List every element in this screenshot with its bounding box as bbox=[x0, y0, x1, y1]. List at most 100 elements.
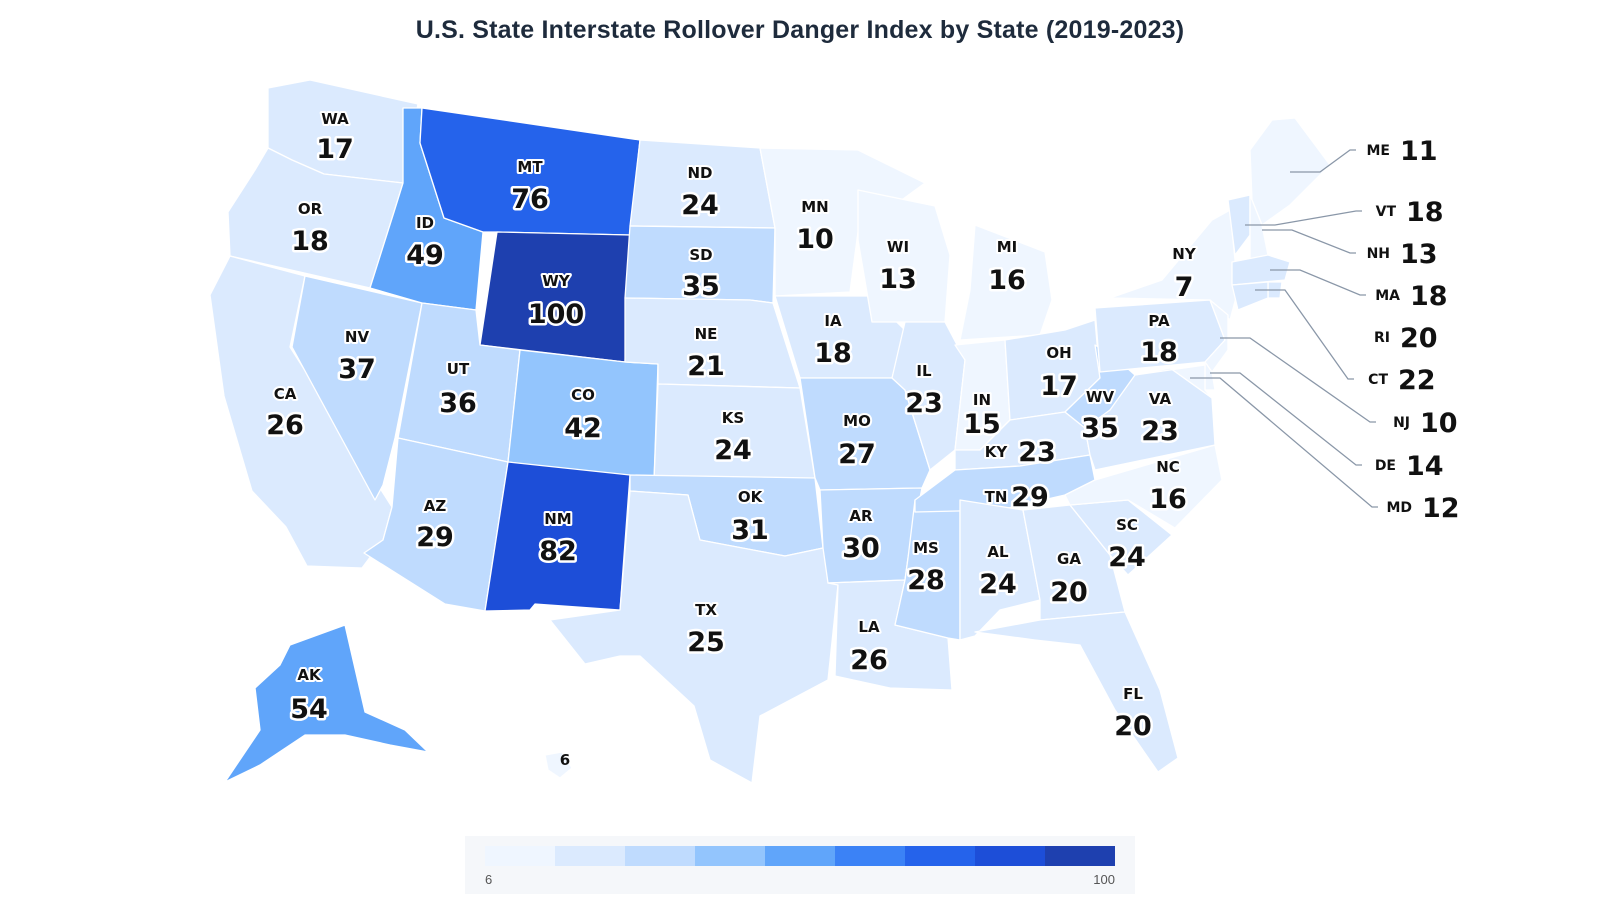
state-code-label-ny: NY bbox=[1172, 245, 1197, 263]
state-code-label-ok: OK bbox=[738, 488, 764, 506]
state-code-label-vt: VT bbox=[1376, 204, 1397, 220]
state-code-label-la: LA bbox=[858, 618, 880, 636]
state-shapes bbox=[209, 79, 1331, 784]
state-value-label-nd: 24 bbox=[681, 190, 719, 221]
state-code-label-nd: ND bbox=[687, 164, 712, 182]
state-mn[interactable] bbox=[759, 147, 926, 297]
state-code-label-sc: SC bbox=[1116, 516, 1138, 534]
leader-line-ct bbox=[1255, 289, 1354, 380]
state-value-label-mn: 10 bbox=[796, 224, 834, 255]
state-code-label-me: ME bbox=[1367, 143, 1391, 159]
state-code-label-mn: MN bbox=[801, 198, 828, 216]
state-ak[interactable] bbox=[224, 624, 429, 783]
state-fl[interactable] bbox=[974, 611, 1179, 773]
state-value-label-ca: 26 bbox=[266, 410, 304, 441]
state-nc[interactable] bbox=[1064, 444, 1223, 529]
state-code-label-al: AL bbox=[987, 543, 1009, 561]
state-code-label-fl: FL bbox=[1123, 685, 1143, 703]
legend-min-label: 6 bbox=[485, 872, 493, 887]
leader-line-ma bbox=[1270, 269, 1366, 296]
state-value-label-or: 18 bbox=[291, 226, 329, 257]
state-value-label-ne: 21 bbox=[687, 351, 725, 382]
color-legend: 6 100 bbox=[465, 836, 1135, 894]
state-value-label-de: 14 bbox=[1406, 451, 1444, 482]
state-value-label-mo: 27 bbox=[838, 439, 876, 470]
state-value-label-vt: 18 bbox=[1406, 197, 1444, 228]
state-code-label-az: AZ bbox=[424, 497, 447, 515]
state-value-label-sc: 24 bbox=[1108, 542, 1146, 573]
state-code-label-nm: NM bbox=[544, 510, 571, 528]
state-md[interactable] bbox=[1134, 364, 1213, 399]
state-code-label-ct: CT bbox=[1368, 372, 1388, 388]
state-value-label-ny: 7 bbox=[1175, 272, 1194, 303]
state-code-label-wy: WY bbox=[542, 272, 571, 290]
state-value-label-la: 26 bbox=[850, 645, 888, 676]
state-value-label-ut: 36 bbox=[439, 388, 477, 419]
legend-swatch-6 bbox=[835, 846, 905, 866]
state-code-label-ne: NE bbox=[695, 325, 718, 343]
state-value-label-in: 15 bbox=[963, 409, 1001, 440]
state-code-label-pa: PA bbox=[1148, 312, 1170, 330]
leader-line-me bbox=[1290, 149, 1356, 173]
state-value-label-ks: 24 bbox=[714, 435, 752, 466]
state-code-label-ms: MS bbox=[913, 539, 939, 557]
state-value-label-wa: 17 bbox=[316, 134, 354, 165]
state-value-label-az: 29 bbox=[416, 522, 454, 553]
state-code-label-wa: WA bbox=[321, 110, 349, 128]
state-code-label-id: ID bbox=[416, 214, 434, 232]
state-code-label-nv: NV bbox=[345, 328, 370, 346]
leader-line-nh bbox=[1262, 229, 1356, 254]
legend-swatch-5 bbox=[765, 846, 835, 866]
state-code-label-ri: RI bbox=[1374, 330, 1390, 346]
state-value-label-ms: 28 bbox=[907, 565, 945, 596]
state-value-label-mt: 76 bbox=[511, 184, 549, 215]
legend-swatch-8 bbox=[975, 846, 1045, 866]
state-code-label-mt: MT bbox=[517, 158, 543, 176]
state-value-label-ar: 30 bbox=[842, 533, 880, 564]
state-code-label-co: CO bbox=[571, 386, 595, 404]
state-labels: WA17OR18CA26NV37ID49MT76WY100UT36AZ29CO4… bbox=[264, 108, 1460, 769]
state-value-label-tn: 29 bbox=[1011, 482, 1049, 513]
state-code-label-tx: TX bbox=[695, 601, 717, 619]
state-code-label-ma: MA bbox=[1375, 288, 1400, 304]
state-value-label-ak: 54 bbox=[290, 694, 328, 725]
state-value-label-wv: 35 bbox=[1081, 413, 1119, 444]
state-code-label-ks: KS bbox=[722, 409, 744, 427]
state-value-label-nh: 13 bbox=[1400, 239, 1438, 270]
state-value-label-ma: 18 bbox=[1410, 281, 1448, 312]
state-code-label-or: OR bbox=[298, 200, 323, 218]
state-code-label-nc: NC bbox=[1156, 458, 1180, 476]
state-code-label-de: DE bbox=[1375, 458, 1396, 474]
state-hi[interactable] bbox=[544, 751, 573, 779]
state-value-label-al: 24 bbox=[979, 569, 1017, 600]
state-code-label-md: MD bbox=[1386, 500, 1412, 516]
state-wy[interactable] bbox=[479, 231, 631, 363]
state-value-label-hi: 6 bbox=[560, 751, 570, 769]
state-ca[interactable] bbox=[209, 255, 393, 569]
state-ma[interactable] bbox=[1231, 254, 1291, 286]
state-code-label-in: IN bbox=[973, 391, 991, 409]
state-tx[interactable] bbox=[549, 490, 839, 784]
legend-swatch-2 bbox=[555, 846, 625, 866]
state-value-label-va: 23 bbox=[1141, 416, 1179, 447]
state-value-label-co: 42 bbox=[564, 413, 602, 444]
state-il[interactable] bbox=[891, 321, 966, 471]
legend-swatch-9 bbox=[1045, 846, 1115, 866]
state-value-label-nc: 16 bbox=[1149, 484, 1187, 515]
state-ct[interactable] bbox=[1231, 281, 1269, 311]
state-code-label-ut: UT bbox=[447, 360, 470, 378]
state-code-label-nh: NH bbox=[1367, 246, 1390, 262]
state-wi[interactable] bbox=[857, 189, 951, 323]
state-value-label-ia: 18 bbox=[814, 338, 852, 369]
legend-swatch-7 bbox=[905, 846, 975, 866]
state-code-label-tn: TN bbox=[985, 488, 1008, 506]
state-value-label-nj: 10 bbox=[1420, 408, 1458, 439]
state-code-label-il: IL bbox=[916, 362, 932, 380]
state-code-label-ak: AK bbox=[297, 666, 322, 684]
state-value-label-ri: 20 bbox=[1400, 323, 1438, 354]
state-value-label-wy: 100 bbox=[528, 299, 584, 330]
state-ks[interactable] bbox=[653, 383, 816, 482]
leader-line-md bbox=[1190, 377, 1378, 508]
state-code-label-wv: WV bbox=[1086, 388, 1115, 406]
leader-line-vt bbox=[1245, 210, 1362, 226]
